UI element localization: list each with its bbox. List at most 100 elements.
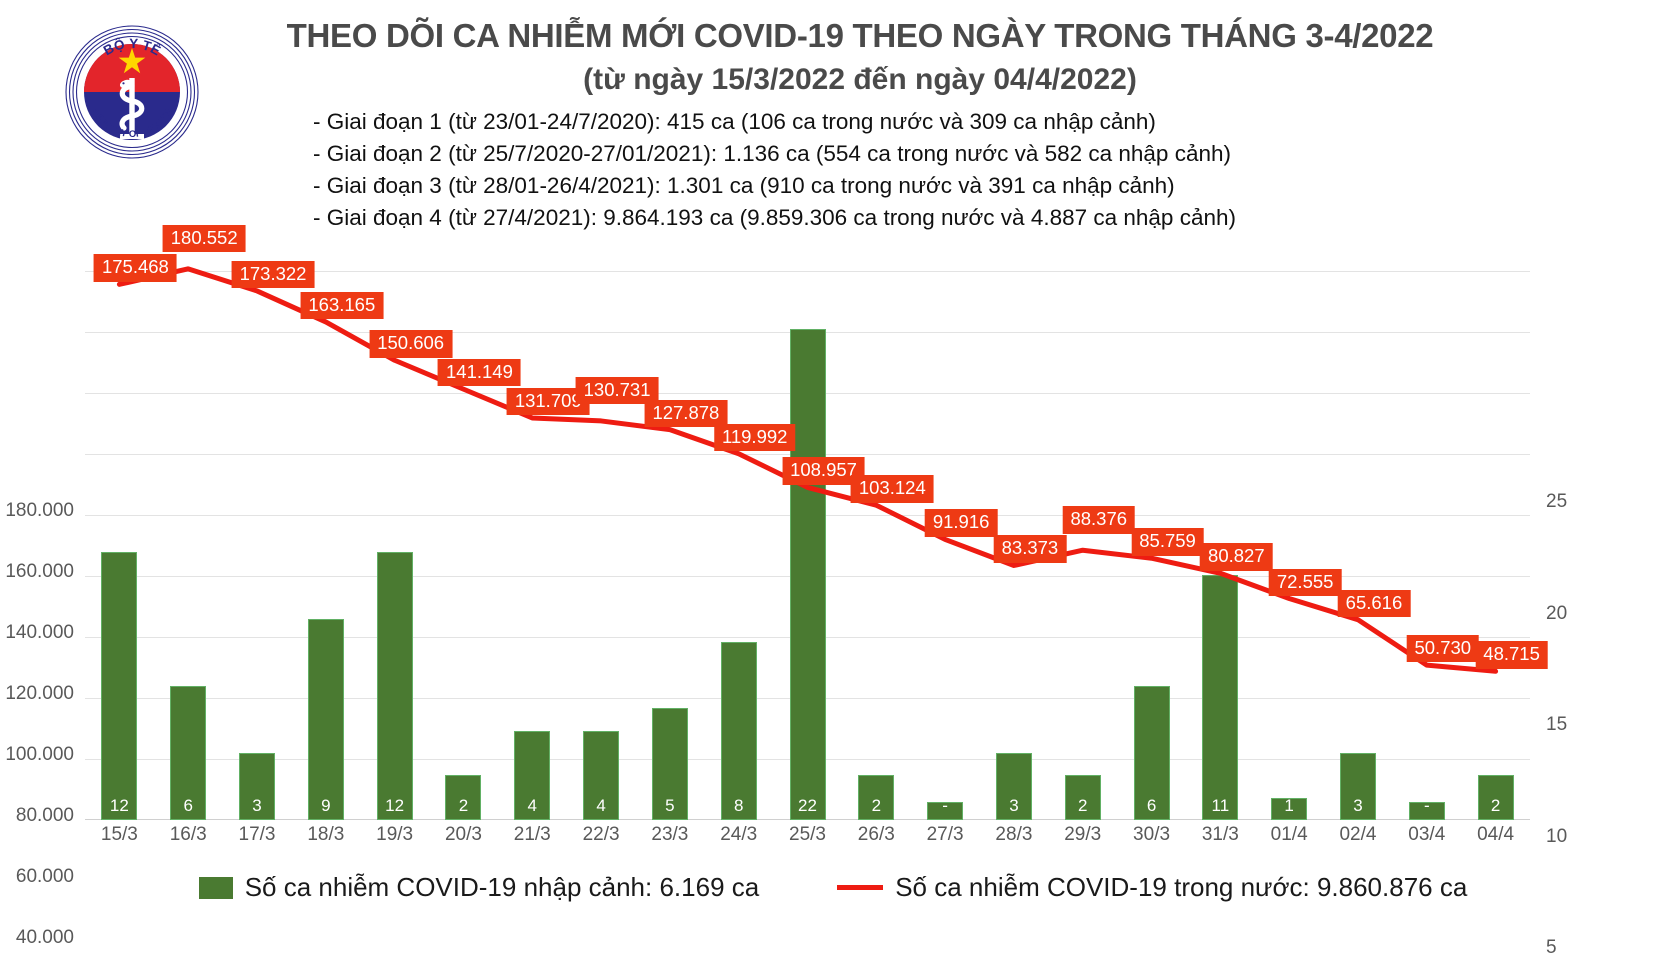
x-axis-tick-label: 29/3 [1064, 824, 1102, 845]
bar-imported-cases [651, 708, 688, 820]
x-axis-tick-label: 18/3 [307, 824, 345, 845]
bar-imported-cases [1202, 574, 1239, 820]
bar-imported-cases [1477, 775, 1514, 820]
y-axis-left-tick: 160.000 [5, 560, 74, 582]
bar-imported-cases [995, 753, 1032, 820]
y-axis-right-tick: 5 [1546, 937, 1557, 959]
bar-imported-cases [445, 775, 482, 820]
line-value-label: 103.124 [850, 475, 934, 503]
bar-imported-cases [720, 641, 757, 820]
x-axis-tick-label: 31/3 [1201, 824, 1239, 845]
bar-value-label: 12 [109, 796, 129, 815]
bar-value-label: - [1423, 796, 1430, 815]
line-value-label: 65.616 [1337, 589, 1411, 618]
legend-item-imported: Số ca nhiễm COVID-19 nhập cảnh: 6.169 ca [198, 872, 760, 903]
line-value-label: 141.149 [438, 359, 521, 387]
y-axis-right-tick: 15 [1546, 714, 1568, 736]
bar-value-label: 1 [1284, 796, 1294, 815]
bar-value-label: 5 [665, 796, 675, 815]
bar-imported-cases [239, 753, 276, 820]
line-value-label: 50.730 [1406, 635, 1480, 663]
line-value-label: 48.715 [1475, 641, 1548, 669]
bar-imported-cases [376, 552, 413, 820]
bar-imported-cases [1271, 797, 1308, 820]
bar-imported-cases [101, 552, 138, 820]
bar-value-label: 8 [733, 796, 744, 815]
x-axis-tick-label: 24/3 [720, 824, 758, 845]
x-axis-tick-label: 19/3 [376, 824, 414, 845]
stage-line-2: - Giai đoạn 2 (từ 25/7/2020-27/01/2021):… [313, 140, 1231, 166]
bar-imported-cases [1408, 802, 1445, 820]
bar-value-label: 6 [1146, 796, 1157, 815]
legend-domestic-label: Số ca nhiễm COVID-19 trong nước: 9.860.8… [895, 872, 1468, 902]
line-value-label: 80.827 [1200, 543, 1273, 571]
line-value-label: 163.165 [300, 291, 384, 320]
x-axis-tick-label: 26/3 [857, 824, 895, 845]
bar-value-label: 2 [871, 796, 882, 815]
bar-value-label: 6 [183, 796, 193, 815]
stage-line-1: - Giai đoạn 1 (từ 23/01-24/7/2020): 415 … [313, 108, 1156, 134]
line-value-label: 180.552 [162, 224, 246, 253]
bar-imported-cases [1133, 686, 1170, 820]
line-value-label: 85.759 [1131, 528, 1204, 556]
legend-imported-label: Số ca nhiễm COVID-19 nhập cảnh: 6.169 ca [244, 872, 760, 902]
bar-value-label: 9 [321, 796, 331, 815]
y-axis-left-tick: 120.000 [5, 682, 74, 704]
axis-labels: -20.00040.00060.00080.000100.000120.0001… [0, 240, 1666, 958]
x-axis-tick-label: 25/3 [789, 824, 826, 845]
x-axis-tick-label: 23/3 [651, 824, 689, 845]
bar-value-label: 12 [385, 796, 405, 815]
bar-value-label: 3 [1009, 796, 1019, 815]
domestic-cases-line [116, 266, 1499, 674]
bar-value-label: 3 [1353, 796, 1363, 815]
line-value-label: 91.916 [924, 509, 998, 537]
stage-line-3: - Giai đoạn 3 (từ 28/01-26/4/2021): 1.30… [313, 172, 1175, 198]
bar-imported-cases [514, 730, 551, 820]
bar-value-label: 11 [1211, 796, 1230, 815]
svg-text:BỘ Y TẾ: BỘ Y TẾ [101, 36, 163, 58]
y-axis-left-tick: 100.000 [5, 743, 74, 765]
y-axis-left-tick: 80.000 [15, 804, 74, 826]
x-axis-tick-label: 17/3 [238, 824, 276, 845]
line-value-label: 88.376 [1062, 506, 1136, 534]
bar-value-label: 4 [596, 796, 606, 815]
bar-imported-cases [858, 775, 895, 820]
bar-value-label: 2 [1490, 796, 1501, 815]
legend-item-domestic: Số ca nhiễm COVID-19 trong nước: 9.860.8… [837, 872, 1467, 903]
x-axis-tick-label: 27/3 [926, 824, 964, 845]
y-axis-right-tick: 20 [1546, 602, 1568, 624]
bar-imported-cases [1339, 753, 1376, 820]
x-axis-tick-label: 15/3 [100, 824, 138, 845]
chart-legend: Số ca nhiễm COVID-19 nhập cảnh: 6.169 ca… [0, 872, 1666, 903]
y-axis-left-tick: 140.000 [5, 621, 74, 643]
x-axis-tick-label: 01/4 [1270, 824, 1308, 845]
line-value-label: 173.322 [231, 260, 315, 289]
bar-imported-cases [927, 802, 964, 820]
bar-value-label: 2 [458, 796, 469, 815]
bar-imported-cases [1064, 775, 1101, 820]
stage-list: - Giai đoạn 1 (từ 23/01-24/7/2020): 415 … [215, 106, 1505, 234]
gridline [85, 270, 1530, 272]
y-axis-left-tick: 40.000 [15, 926, 74, 948]
bar-imported-cases [789, 329, 826, 820]
line-value-label: 83.373 [993, 535, 1067, 563]
page-title: THEO DÕI CA NHIỄM MỚI COVID-19 THEO NGÀY… [286, 17, 1434, 54]
x-axis-tick-label: 04/4 [1477, 824, 1515, 845]
legend-green-swatch-icon [198, 876, 233, 899]
line-value-label: 150.606 [369, 330, 453, 358]
bar-value-label: 22 [798, 796, 817, 815]
ministry-of-health-logo: BỘ Y TẾ MINISTRY OF HEALTH [62, 18, 202, 166]
page-subtitle: (từ ngày 15/3/2022 đến ngày 04/4/2022) [583, 62, 1137, 96]
stage-line-4: - Giai đoạn 4 (từ 27/4/2021): 9.864.193 … [313, 204, 1236, 230]
bar-value-label: 3 [252, 796, 262, 815]
x-axis-tick-label: 22/3 [582, 824, 620, 845]
bar-imported-cases [583, 730, 620, 820]
legend-red-line-icon [837, 885, 884, 890]
x-axis-tick-label: 20/3 [444, 824, 482, 845]
bar-value-label: 2 [1078, 796, 1088, 815]
bar-value-label: 4 [527, 796, 537, 815]
bar-imported-cases [307, 619, 344, 820]
y-axis-left-tick: 180.000 [5, 499, 74, 521]
x-axis-tick-label: 03/4 [1408, 824, 1446, 845]
chart-header: THEO DÕI CA NHIỄM MỚI COVID-19 THEO NGÀY… [215, 16, 1505, 234]
